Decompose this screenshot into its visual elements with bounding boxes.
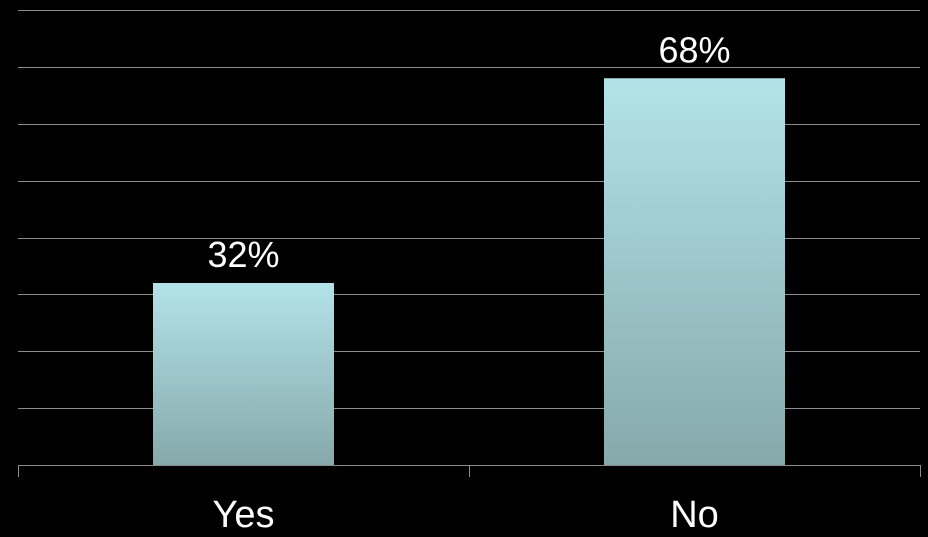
category-label-no: No [670, 494, 719, 536]
x-axis [18, 465, 921, 477]
bars [153, 78, 785, 465]
bar-yes [153, 283, 334, 465]
data-label-no: 68% [658, 29, 730, 70]
category-label-yes: Yes [213, 494, 275, 536]
data-label-yes: 32% [207, 234, 279, 275]
bar-no [604, 78, 785, 465]
labels: 32% Yes 68% No [207, 29, 730, 536]
